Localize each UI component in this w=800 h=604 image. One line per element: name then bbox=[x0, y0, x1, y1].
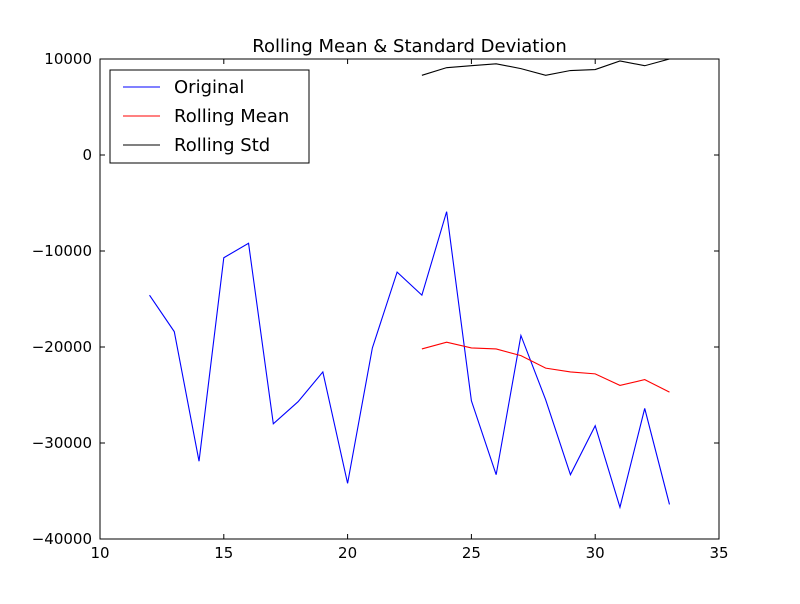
series-layer bbox=[149, 59, 671, 510]
x-tick-label: 35 bbox=[709, 544, 728, 562]
chart-title: Rolling Mean & Standard Deviation bbox=[252, 36, 567, 57]
y-tick-label: 0 bbox=[82, 146, 92, 164]
y-tick-label: −40000 bbox=[32, 530, 92, 548]
x-tick-label: 15 bbox=[214, 544, 233, 562]
ticks-layer: 10 15 20 25 30 35 −40000 −30000 −20000 −10000 0 100… bbox=[32, 50, 729, 562]
series-line-rolling-mean bbox=[421, 341, 670, 393]
y-tick-label: −10000 bbox=[32, 242, 92, 260]
legend-label: Rolling Mean bbox=[174, 106, 289, 127]
x-tick-label: 30 bbox=[586, 544, 605, 562]
x-tick-label: 20 bbox=[338, 544, 357, 562]
series-line-original bbox=[149, 211, 671, 510]
y-tick-label: −30000 bbox=[32, 434, 92, 452]
legend-label: Rolling Std bbox=[174, 135, 270, 156]
series-line-rolling-std bbox=[421, 59, 670, 76]
x-tick-label: 10 bbox=[90, 544, 109, 562]
legend: Original Rolling Mean Rolling Std bbox=[109, 69, 310, 164]
y-tick-label: −20000 bbox=[32, 338, 92, 356]
legend-label: Original bbox=[174, 77, 244, 98]
plot-frame bbox=[99, 58, 720, 540]
y-tick-label: 10000 bbox=[44, 50, 92, 68]
x-tick-label: 25 bbox=[462, 544, 481, 562]
